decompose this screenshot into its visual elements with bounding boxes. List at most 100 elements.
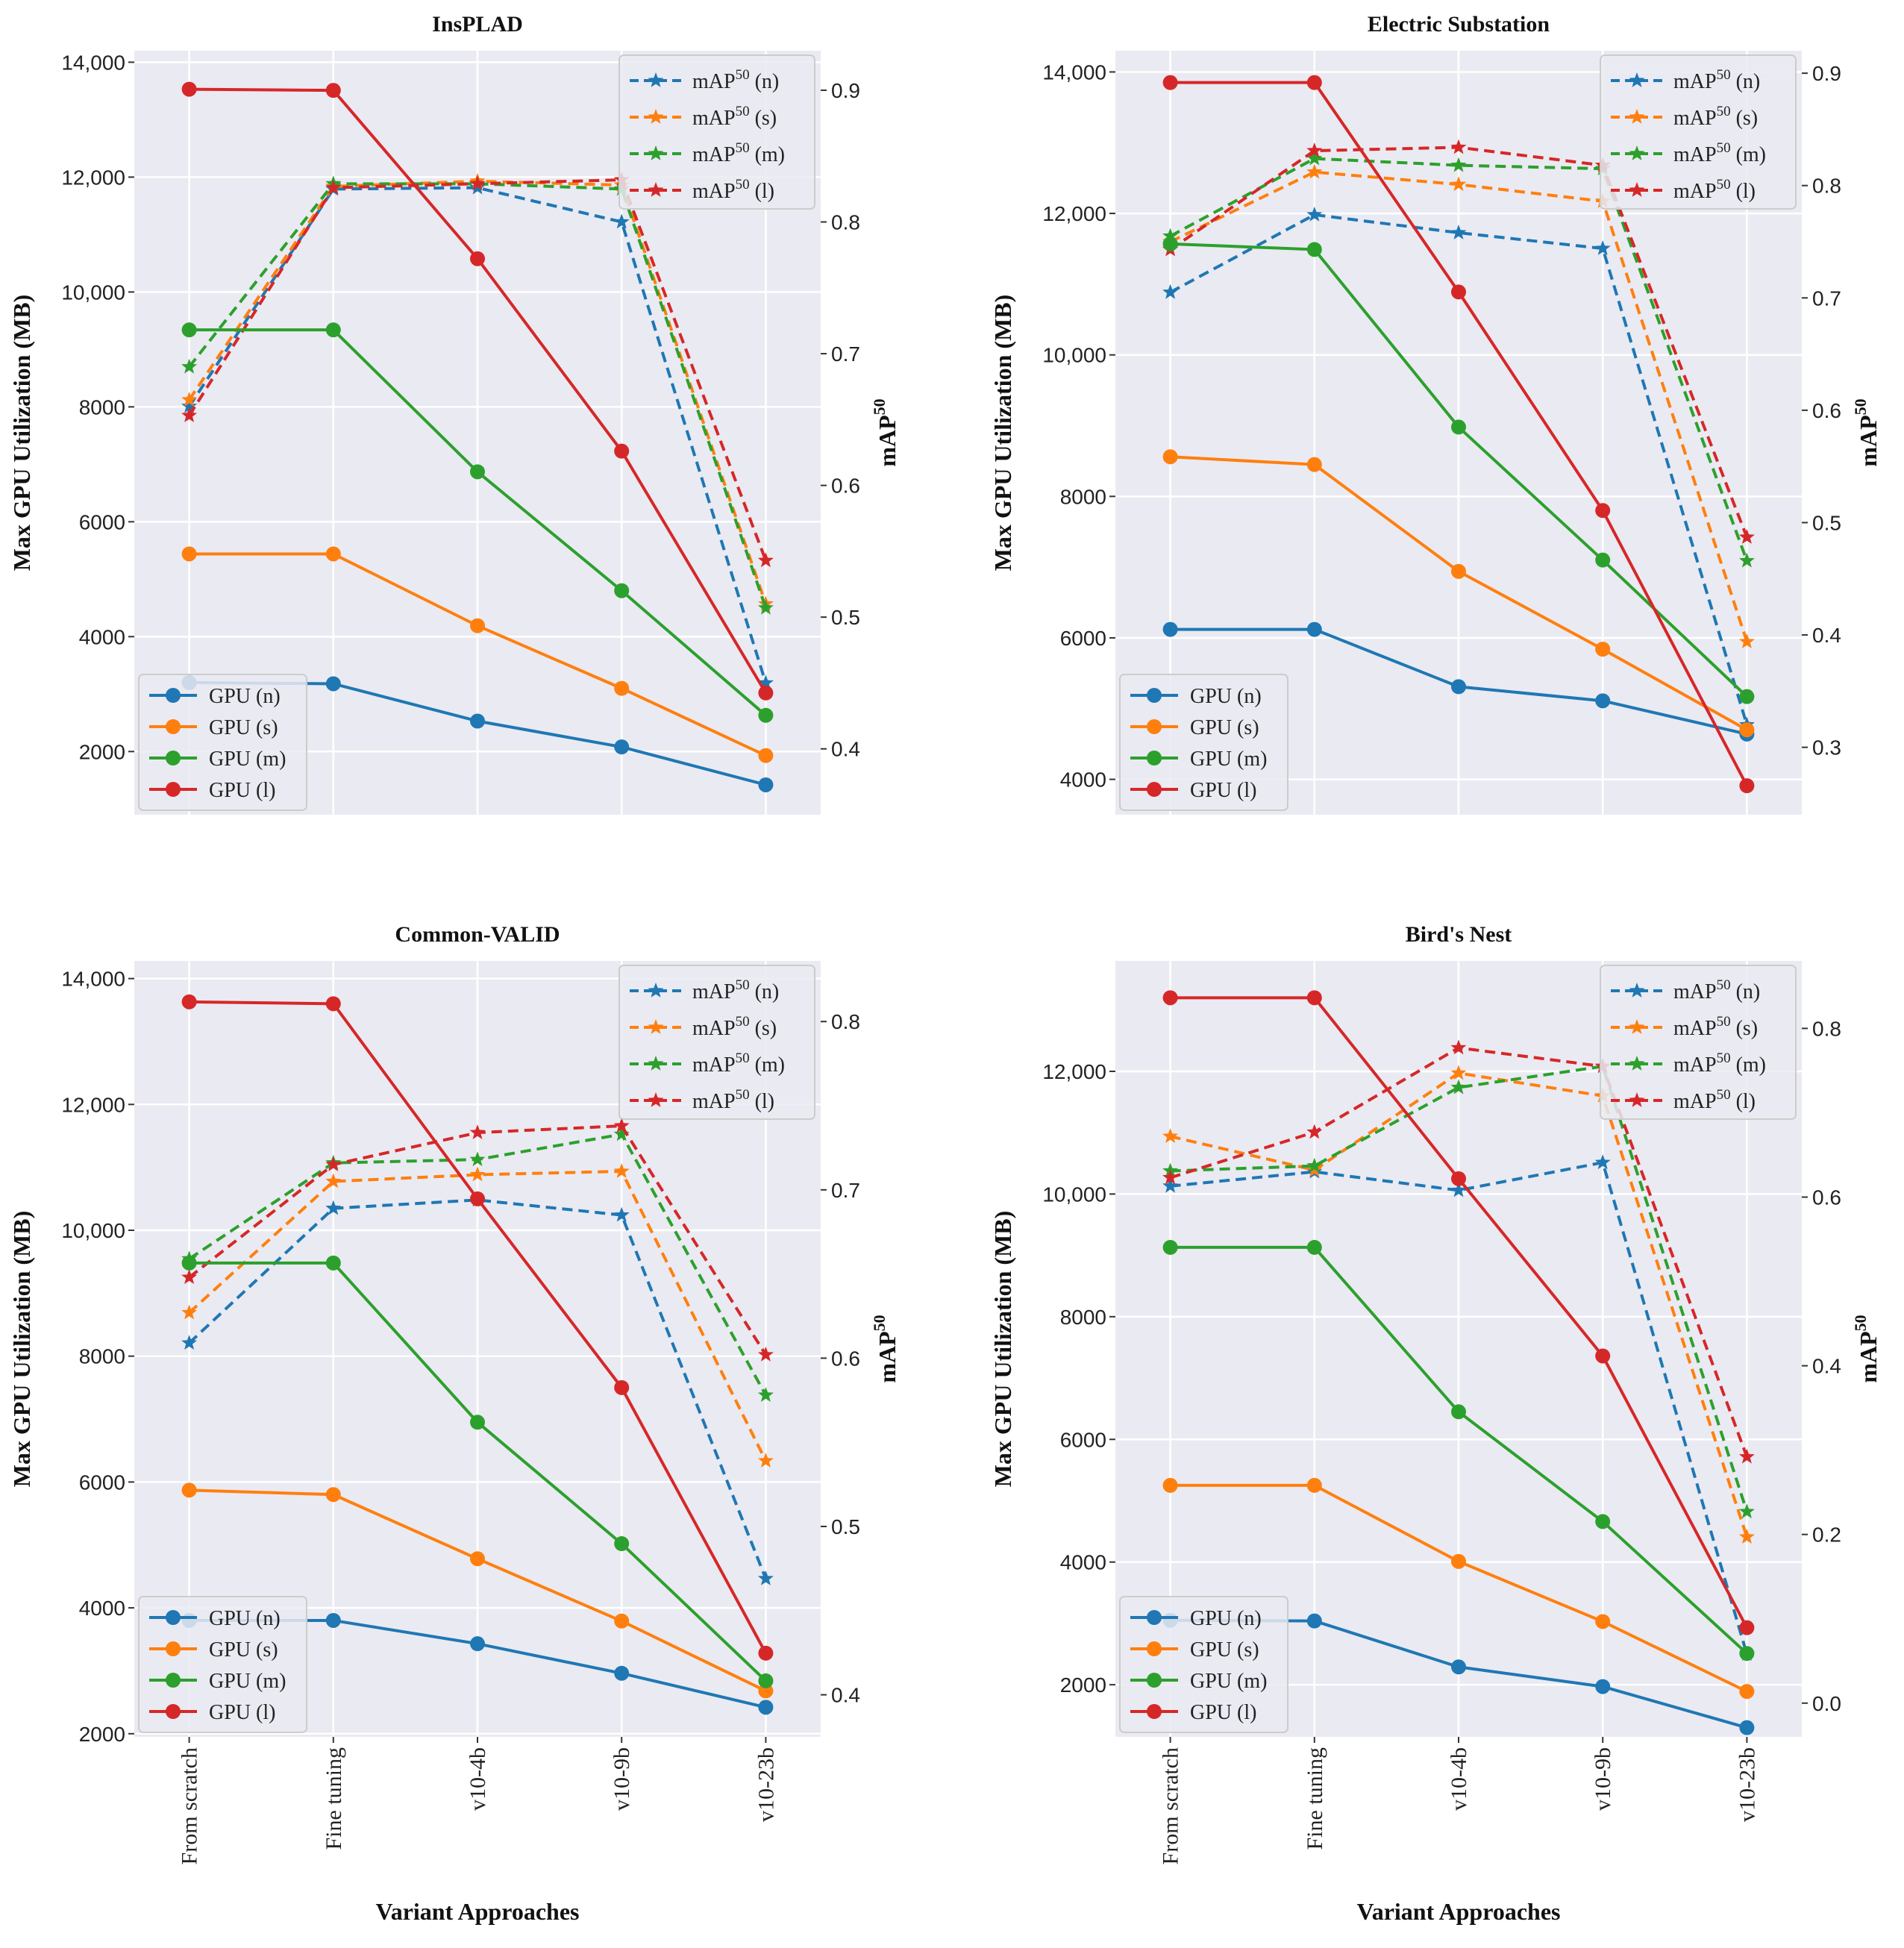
x-tick-label: v10-9b	[1591, 1747, 1615, 1811]
legend-map-marker	[1629, 72, 1645, 87]
legend-map-label: mAP50 (s)	[692, 104, 777, 130]
legend-map-label-suffix: (l)	[1731, 180, 1756, 203]
legend-map-label-suffix: (l)	[750, 180, 774, 203]
legend-map-marker	[1629, 182, 1645, 197]
legend-map	[619, 965, 815, 1120]
gpu-point	[1739, 1620, 1755, 1635]
legend-map-label-suffix: (l)	[1731, 1090, 1756, 1113]
y-tick-label: 4000	[79, 1597, 125, 1620]
y-tick-label: 10,000	[61, 281, 125, 304]
legend-map-label-base: mAP	[1673, 1053, 1717, 1077]
legend-map-label-sup: 50	[736, 140, 750, 156]
x-tick-label: From scratch	[178, 1747, 202, 1864]
y-tick-label: 2000	[79, 1723, 125, 1746]
legend-gpu-label: GPU (n)	[1190, 1607, 1262, 1630]
x-tick-label: v10-9b	[610, 1747, 634, 1811]
gpu-point	[758, 1673, 774, 1688]
y2-axis-label-sup: 50	[1851, 1315, 1870, 1331]
gpu-point	[325, 83, 341, 98]
gpu-point	[1162, 990, 1178, 1006]
map-point	[1450, 176, 1467, 192]
legend-map-marker	[648, 1019, 664, 1034]
legend-gpu	[138, 1596, 307, 1733]
legend-map-marker	[1629, 983, 1645, 998]
y2-axis-label-sup: 50	[1851, 398, 1870, 415]
y-tick-label: 4000	[79, 625, 125, 648]
map-point	[181, 391, 198, 407]
gpu-point	[614, 1536, 630, 1552]
x-tick-label: v10-4b	[466, 1747, 490, 1811]
legend-map-marker	[648, 1056, 664, 1071]
y2-axis-label-base: mAP	[874, 1331, 901, 1382]
legend-map	[1600, 965, 1797, 1120]
y2-tick-label: 0.7	[1812, 286, 1841, 310]
gpu-point	[470, 1191, 485, 1206]
gpu-point	[325, 1255, 341, 1271]
legend-map-marker	[648, 182, 664, 197]
gpu-point	[1739, 1646, 1755, 1662]
gpu-point	[614, 1665, 630, 1681]
map-point	[1306, 163, 1323, 179]
gpu-point	[470, 251, 485, 266]
map-point	[1738, 1448, 1755, 1464]
y-tick-label: 12,000	[61, 166, 125, 189]
map-point	[757, 1387, 774, 1402]
legend-map-label: mAP50 (n)	[1673, 67, 1760, 93]
y-tick-label: 2000	[79, 740, 125, 763]
y-axis-label: Max GPU Utilization (MB)	[989, 1211, 1016, 1488]
chart-title: Electric Substation	[1368, 12, 1550, 37]
gpu-point	[758, 1700, 774, 1715]
y-tick-label: 10,000	[61, 1219, 125, 1242]
map-point	[469, 1166, 486, 1182]
y2-axis-label-base: mAP	[1855, 1331, 1882, 1382]
legend-gpu-label: GPU (m)	[209, 748, 286, 771]
y-tick-label: 12,000	[1042, 1060, 1106, 1083]
map-point	[613, 213, 630, 229]
legend-map-label: mAP50 (l)	[692, 1087, 774, 1113]
legend-map-label-sup: 50	[1717, 67, 1731, 83]
map-point	[469, 1151, 486, 1167]
chart-panel-1: Electric Substation 4000 6000 8000 10,000 12,…	[989, 12, 1882, 815]
legend-map-label-base: mAP	[692, 180, 736, 203]
gpu-point	[1306, 457, 1322, 472]
map-point	[1738, 1503, 1755, 1519]
gpu-point	[325, 676, 341, 692]
legend-map-label: mAP50 (m)	[1673, 1050, 1766, 1077]
legend-gpu-marker	[166, 1704, 181, 1719]
legend-map	[619, 54, 815, 210]
y2-tick-label: 0.8	[1812, 175, 1841, 198]
legend-map-label-base: mAP	[692, 143, 736, 166]
gpu-point	[181, 994, 197, 1009]
legend-map-marker	[1629, 145, 1645, 160]
legend-map-marker	[1629, 1019, 1645, 1034]
legend-map	[1600, 54, 1797, 210]
legend-gpu-marker	[166, 1610, 181, 1625]
gpu-point	[1451, 679, 1466, 695]
gpu-point	[325, 1612, 341, 1628]
legend-gpu-label: GPU (n)	[209, 1607, 281, 1630]
gpu-point	[470, 1415, 485, 1430]
gpu-point	[614, 1613, 630, 1629]
gpu-point	[181, 81, 197, 97]
map-point	[181, 1269, 198, 1284]
y2-tick-label: 0.6	[831, 1347, 860, 1370]
map-point	[1306, 150, 1323, 166]
legend-map-label-suffix: (s)	[750, 107, 777, 130]
x-tick-label: From scratch	[1159, 1747, 1183, 1864]
gpu-point	[181, 322, 197, 338]
y-tick-label: 6000	[79, 510, 125, 533]
y-axis-label: Max GPU Utilization (MB)	[8, 1211, 35, 1488]
map-point	[613, 1163, 630, 1178]
y2-axis-label: mAP50	[1851, 1315, 1882, 1382]
legend-map-label-sup: 50	[736, 177, 750, 192]
map-series-line-0	[188, 1198, 768, 1579]
gpu-point	[758, 777, 774, 792]
legend-gpu-label: GPU (n)	[209, 685, 281, 708]
y2-axis-label: mAP50	[1851, 398, 1882, 466]
x-tick-label: Fine tuning	[1303, 1747, 1327, 1850]
gpu-point	[1595, 693, 1611, 709]
legend-map-label-base: mAP	[692, 1090, 736, 1113]
gpu-point	[1162, 236, 1178, 251]
gpu-point	[325, 996, 341, 1012]
y2-tick-label: 0.5	[831, 1515, 860, 1538]
